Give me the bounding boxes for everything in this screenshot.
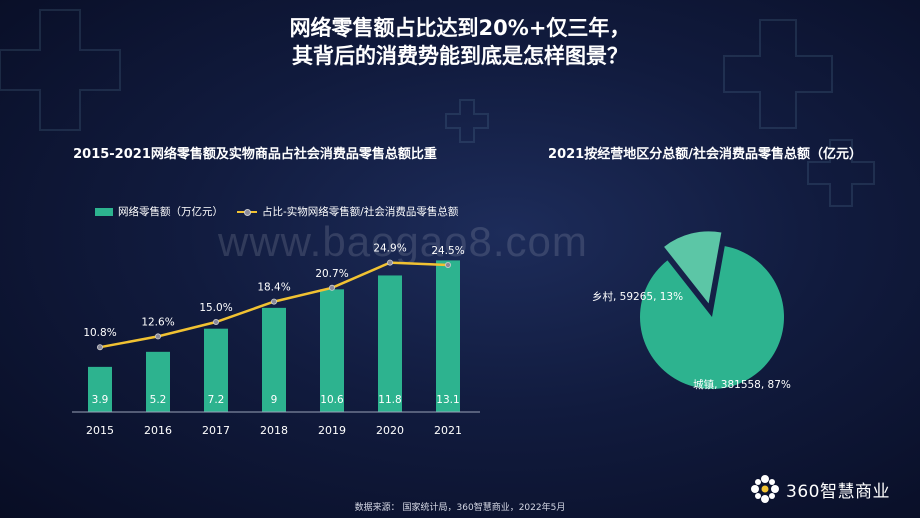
bar-2015 [88,366,112,412]
bar-value-label: 10.6 [320,394,344,406]
pie-label-urban: 城镇, 381558, 87% [693,378,791,391]
x-tick-label: 2018 [260,424,288,437]
pie-slice-rural [664,231,722,304]
brand-flower-icon [751,475,779,503]
x-tick-label: 2016 [144,424,172,437]
line-value-label: 20.7% [315,268,348,280]
pie-label-rural: 乡村, 59265, 13% [592,290,683,303]
bar-value-label: 5.2 [150,394,167,406]
x-tick-label: 2021 [434,424,462,437]
line-value-label: 15.0% [199,302,232,314]
bar-chart-legend: 网络零售额（万亿元） 占比-实物网络零售额/社会消费品零售总额 [95,204,458,219]
brand-logo: 360智慧商业 [750,474,890,504]
pie-slice-urban [640,246,784,389]
legend-swatch-bar [95,207,113,216]
data-source-note: 数据来源： 国家统计局，360智慧商业，2022年5月 [354,503,566,513]
brand-name: 360智慧商业 [786,481,890,502]
bar-value-label: 11.8 [378,394,401,406]
line-value-label: 18.4% [257,282,290,294]
line-value-label: 10.8% [83,327,116,339]
slide-title: 网络零售额占比达到20%+仅三年， 其背后的消费势能到底是怎样图景？ [0,14,920,70]
bar-value-label: 9 [271,394,278,406]
bar-2018 [262,307,286,412]
line-point [154,333,161,340]
legend-swatch-line [237,208,257,216]
bar-2017 [204,328,228,412]
x-tick-label: 2019 [318,424,346,437]
line-point [386,259,393,266]
bar-2020 [378,275,402,412]
bar-value-label: 3.9 [92,394,109,406]
legend-label-bar: 网络零售额（万亿元） [118,206,223,218]
bar-2016 [146,351,170,412]
line-point [444,261,451,268]
line-point [212,318,219,325]
line-value-label: 24.9% [373,243,406,255]
line-point [328,284,335,291]
bar-value-label: 13.1 [436,394,459,406]
line-point [97,344,104,351]
watermark: www.baogao8.com [218,218,588,265]
bar-value-label: 7.2 [208,394,225,406]
line-value-label: 24.5% [431,245,464,257]
slide-title-line1: 网络零售额占比达到20%+仅三年， [289,16,631,40]
x-tick-label: 2017 [202,424,230,437]
bar-2021 [436,260,460,412]
legend-label-line: 占比-实物网络零售额/社会消费品零售总额 [262,206,459,218]
pie-chart-title: 2021按经营地区分总额/社会消费品零售总额（亿元） [548,147,862,162]
x-tick-label: 2020 [376,424,404,437]
line-point [270,298,277,305]
line-value-label: 12.6% [141,316,174,328]
bar-2019 [320,289,344,412]
x-tick-label: 2015 [86,424,114,437]
slide-title-line2: 其背后的消费势能到底是怎样图景？ [292,44,628,68]
bar-chart-title: 2015-2021网络零售额及实物商品占社会消费品零售总额比重 [73,147,437,162]
